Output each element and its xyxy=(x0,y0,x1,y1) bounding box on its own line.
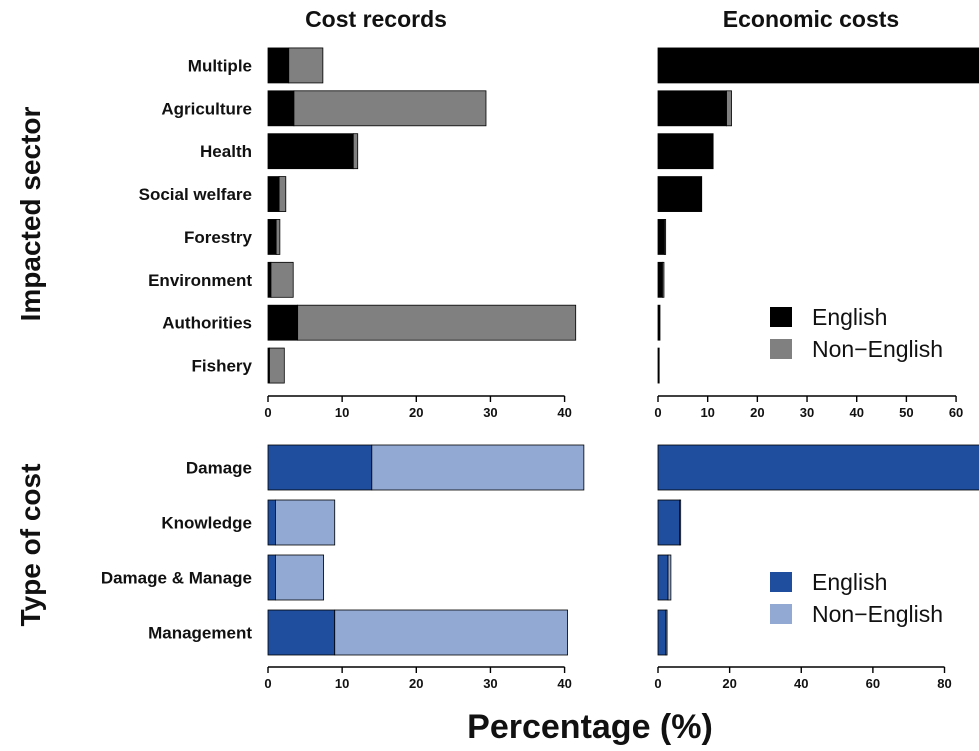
legend-swatch-non-english xyxy=(770,339,792,359)
x-axis: 0 20 40 60 80 xyxy=(654,666,952,691)
legend-label-non-english: Non−English xyxy=(812,601,943,627)
panel-title-cost-records: Cost records xyxy=(305,6,447,32)
chart-economic-costs-type: 0 20 40 60 80 English Non−English xyxy=(654,444,979,691)
bar-health-english xyxy=(657,133,714,170)
x-tick-label: 50 xyxy=(899,405,913,420)
category-label-social-welfare: Social welfare xyxy=(139,185,252,204)
x-axis: 0 10 20 30 40 xyxy=(264,395,572,420)
x-tick-label: 30 xyxy=(483,676,497,691)
legend-label-english: English xyxy=(812,304,887,330)
legend-swatch-english xyxy=(770,307,792,327)
category-label-fishery: Fishery xyxy=(192,357,253,376)
x-tick-label: 20 xyxy=(409,405,423,420)
x-tick-label: 40 xyxy=(794,676,808,691)
bar-fishery-non-english xyxy=(269,347,285,384)
bar-damage-english xyxy=(267,444,373,491)
bar-knowledge-english xyxy=(267,499,276,546)
x-axis: 0 10 20 30 40 50 60 xyxy=(654,395,963,420)
row-label-type-of-cost: Type of cost xyxy=(15,464,46,627)
bar-social-welfare-non-english xyxy=(278,176,287,212)
bar-forestry-english xyxy=(267,219,277,255)
x-tick-label: 30 xyxy=(800,405,814,420)
bar-knowledge-non-english xyxy=(275,499,336,546)
legend-label-non-english: Non−English xyxy=(812,336,943,362)
bar-damage-english xyxy=(657,444,979,491)
bar-damage-non-english xyxy=(371,444,585,491)
bar-authorities-english xyxy=(657,304,661,341)
category-label-authorities: Authorities xyxy=(162,314,252,333)
bar-multiple-english xyxy=(657,47,979,84)
category-label-forestry: Forestry xyxy=(184,228,253,247)
x-tick-label: 60 xyxy=(866,676,880,691)
x-axis: 0 10 20 30 40 xyxy=(264,666,572,691)
bar-agriculture-non-english xyxy=(293,90,487,127)
x-tick-label: 10 xyxy=(335,676,349,691)
bar-forestry-non-english xyxy=(275,219,281,255)
category-label-environment: Environment xyxy=(148,271,252,290)
bar-environment-non-english xyxy=(270,261,294,298)
bar-health-non-english xyxy=(352,133,359,170)
panel-title-economic-costs: Economic costs xyxy=(723,6,899,32)
legend: English Non−English xyxy=(770,304,943,362)
category-label-health: Health xyxy=(200,142,252,161)
bar-damage-manage-english xyxy=(267,554,276,601)
chart-cost-records-type: Damage Knowledge Damage & Manage Management… xyxy=(101,444,585,691)
bar-management-english xyxy=(657,609,667,656)
bar-environment-english xyxy=(267,261,272,298)
bar-agriculture-english xyxy=(267,90,295,127)
bar-multiple-non-english xyxy=(288,47,324,84)
bar-authorities-english xyxy=(267,304,299,341)
legend-swatch-non-english xyxy=(770,604,792,624)
x-tick-label: 10 xyxy=(335,405,349,420)
x-tick-label: 40 xyxy=(557,676,571,691)
bar-knowledge-non-english xyxy=(679,499,682,546)
bar-forestry-english xyxy=(657,219,665,255)
legend-swatch-english xyxy=(770,572,792,592)
bar-fishery-english xyxy=(657,347,660,384)
bar-knowledge-english xyxy=(657,499,680,546)
bar-agriculture-non-english xyxy=(726,90,732,127)
row-label-impacted-sector: Impacted sector xyxy=(15,107,46,322)
category-label-knowledge: Knowledge xyxy=(161,514,252,533)
bar-forestry-non-english xyxy=(664,219,667,255)
x-tick-label: 0 xyxy=(264,405,271,420)
x-tick-label: 30 xyxy=(483,405,497,420)
category-label-management: Management xyxy=(148,624,252,643)
x-tick-label: 60 xyxy=(949,405,963,420)
chart-economic-costs-sector: 0 10 20 30 40 50 60 English Non−English xyxy=(654,47,979,420)
x-axis-label: Percentage (%) xyxy=(467,708,713,746)
bar-environment-non-english xyxy=(662,261,665,298)
x-tick-label: 40 xyxy=(849,405,863,420)
x-tick-label: 40 xyxy=(557,405,571,420)
bar-management-english xyxy=(267,609,336,656)
category-label-damage-manage: Damage & Manage xyxy=(101,569,252,588)
category-label-multiple: Multiple xyxy=(188,56,252,75)
x-tick-label: 0 xyxy=(264,676,271,691)
bar-damage-manage-english xyxy=(657,554,669,601)
legend: English Non−English xyxy=(770,569,943,627)
x-tick-label: 10 xyxy=(700,405,714,420)
x-tick-label: 20 xyxy=(750,405,764,420)
x-tick-label: 20 xyxy=(409,676,423,691)
bar-social-welfare-english xyxy=(267,176,280,212)
x-tick-label: 20 xyxy=(722,676,736,691)
x-tick-label: 0 xyxy=(654,405,661,420)
bar-management-non-english xyxy=(334,609,568,656)
bar-damage-manage-non-english xyxy=(275,554,325,601)
bar-environment-english xyxy=(657,261,663,298)
bar-multiple-english xyxy=(267,47,290,84)
chart-cost-records-sector: Multiple Agriculture Health Social welfare F… xyxy=(139,47,577,420)
bar-damage-manage-non-english xyxy=(667,554,672,601)
bar-management-non-english xyxy=(665,609,668,656)
bar-social-welfare-english xyxy=(657,176,703,212)
bar-authorities-non-english xyxy=(297,304,577,341)
legend-label-english: English xyxy=(812,569,887,595)
category-label-damage: Damage xyxy=(186,459,252,478)
bar-health-english xyxy=(267,133,354,170)
x-tick-label: 80 xyxy=(937,676,951,691)
x-tick-label: 0 xyxy=(654,676,661,691)
category-label-agriculture: Agriculture xyxy=(161,99,252,118)
bar-agriculture-english xyxy=(657,90,727,127)
